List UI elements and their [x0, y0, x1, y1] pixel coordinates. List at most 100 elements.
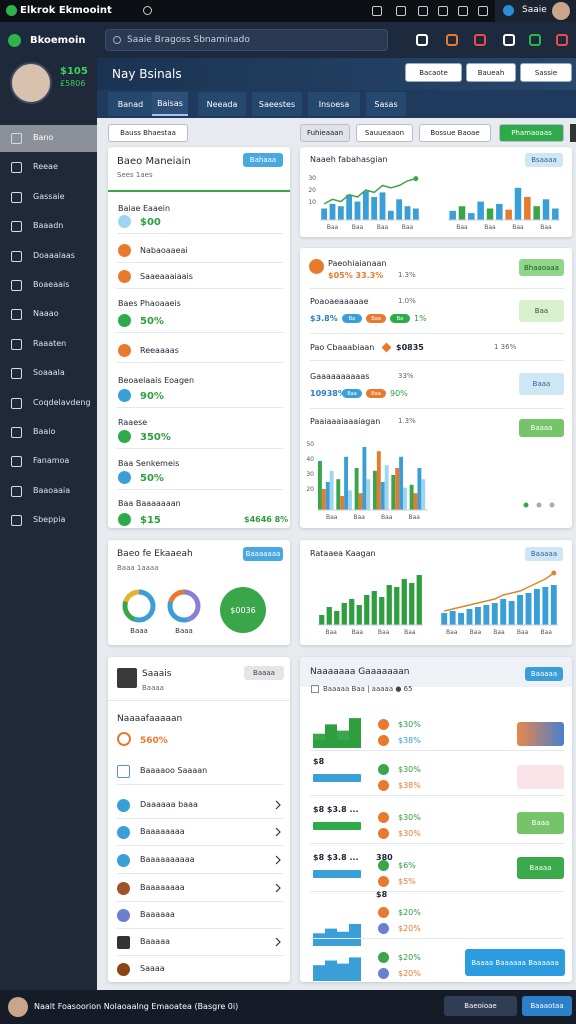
- toolbar-button[interactable]: Bossue Baoae: [419, 124, 491, 142]
- divider: [117, 489, 283, 490]
- sidebar-item[interactable]: Raaaten: [33, 338, 67, 348]
- row-end: 90%: [390, 389, 408, 398]
- toolbar-button[interactable]: Fuhieaaan: [300, 124, 350, 142]
- header-icon[interactable]: [416, 34, 428, 46]
- sidebar-item[interactable]: Boaeaais: [33, 280, 70, 289]
- divider: [310, 288, 564, 289]
- filter-label: Baaaaa Baa | aaaaa ● 65: [323, 685, 413, 693]
- row-button[interactable]: Baaa: [519, 373, 564, 395]
- tab[interactable]: Saeestes: [252, 92, 302, 116]
- sidebar-item[interactable]: Reeae: [33, 162, 58, 172]
- divider: [108, 700, 290, 701]
- card: [108, 147, 290, 528]
- sidebar-item[interactable]: Baaio: [33, 427, 56, 436]
- row-icon: [378, 828, 389, 839]
- pill[interactable]: Ba: [342, 314, 362, 323]
- sidebar-item[interactable]: Baaadn: [33, 221, 64, 231]
- header-icon[interactable]: [556, 34, 568, 46]
- menu-item[interactable]: Baaaaaaaaaa: [140, 855, 195, 864]
- tab[interactable]: Neeada: [198, 92, 246, 116]
- menu-item[interactable]: Baaaaaaaa: [140, 827, 185, 836]
- toolbar-icon[interactable]: [396, 6, 406, 16]
- card-button[interactable]: Bahaaa: [243, 153, 283, 167]
- header-button[interactable]: Baueah: [466, 63, 516, 82]
- menu-item[interactable]: Baaaaa: [140, 937, 170, 946]
- card-button[interactable]: Bsaaaa: [525, 153, 563, 167]
- tab[interactable]: Sasas: [366, 92, 406, 116]
- menu-item[interactable]: Baaaaaaaa: [140, 883, 185, 892]
- row-button[interactable]: Baaa: [517, 812, 564, 834]
- menu-item[interactable]: Baaaaoo Saaaan: [140, 766, 208, 775]
- card-button[interactable]: Baaaaa: [525, 547, 563, 561]
- tab[interactable]: Banad: [108, 92, 153, 116]
- header-icon[interactable]: [529, 34, 541, 46]
- divider: [117, 448, 283, 449]
- sidebar-item[interactable]: Fanamoa: [33, 456, 70, 466]
- header-icon[interactable]: [474, 34, 486, 46]
- divider: [117, 928, 283, 929]
- sidebar-item[interactable]: Naaao: [33, 309, 59, 319]
- footer-button[interactable]: Baeoioae: [444, 996, 517, 1016]
- search-box[interactable]: [105, 29, 388, 51]
- user-avatar: [117, 668, 137, 688]
- toolbar-icon[interactable]: [478, 6, 488, 16]
- menu-item[interactable]: Daaaaaa baaa: [140, 800, 198, 809]
- sidebar-item[interactable]: Baaoaaia: [33, 485, 71, 495]
- toolbar-icon[interactable]: [438, 6, 448, 16]
- item-value: 50%: [140, 316, 164, 327]
- pill[interactable]: Ba: [390, 314, 410, 323]
- row-icon: [378, 860, 389, 871]
- primary-button[interactable]: Baaaa Baaaaaa Baaaaaa: [465, 949, 565, 976]
- sidebar-icon: [11, 485, 22, 497]
- card-button[interactable]: Baaaa: [244, 666, 284, 680]
- menu-item[interactable]: Baaaaaa: [140, 910, 175, 919]
- row-button[interactable]: Baaaa: [517, 857, 564, 879]
- header-icon[interactable]: [503, 34, 515, 46]
- toolbar-icon[interactable]: [458, 6, 468, 16]
- toolbar-button[interactable]: Bauss Bhaestaa: [108, 124, 188, 142]
- sidebar-item[interactable]: Coqdelavdeng: [33, 397, 91, 407]
- divider: [310, 360, 564, 361]
- sidebar-item[interactable]: Soaaala: [33, 368, 65, 378]
- header-button[interactable]: Bacaote: [405, 63, 462, 82]
- item-icon: [118, 430, 131, 443]
- divider: [117, 262, 283, 263]
- row-value: $3.8%: [310, 314, 338, 323]
- card-button[interactable]: Baaaaa: [525, 667, 563, 681]
- divider: [108, 190, 290, 192]
- checkbox[interactable]: [311, 685, 319, 693]
- footer-button[interactable]: Baaaotaa: [522, 996, 572, 1016]
- divider: [117, 288, 283, 289]
- toolbar-button[interactable]: Sauueaaon: [356, 124, 413, 142]
- sidebar-item[interactable]: Gassaie: [33, 191, 65, 201]
- toolbar-button[interactable]: Phamaoaas: [499, 124, 564, 142]
- toolbar-icon[interactable]: [418, 6, 428, 16]
- row-button[interactable]: Baaaa: [519, 419, 564, 437]
- sidebar-item[interactable]: Sbeppia: [33, 515, 66, 525]
- divider: [117, 407, 283, 408]
- tab[interactable]: Baisas: [152, 92, 188, 116]
- card-button[interactable]: Baaaaaaa: [243, 547, 283, 561]
- row-value-b: $30%: [398, 829, 421, 838]
- header-icon[interactable]: [446, 34, 458, 46]
- row-end: 1%: [414, 314, 427, 323]
- pill[interactable]: Baa: [366, 314, 386, 323]
- item-value: 350%: [140, 432, 171, 443]
- row-button[interactable]: Baa: [519, 300, 564, 322]
- brand-name: Bkoemoin: [30, 35, 86, 46]
- row-button[interactable]: Bhaaoaaa: [519, 259, 564, 276]
- pill[interactable]: Baa: [342, 389, 362, 398]
- header-button[interactable]: Sassie: [520, 63, 572, 82]
- item-label: Saaeaaaiaais: [140, 272, 193, 281]
- tab[interactable]: Insoesa: [308, 92, 360, 116]
- row-value-a: $30%: [398, 720, 421, 729]
- sidebar-active[interactable]: [0, 125, 97, 152]
- toolbar-icon[interactable]: [372, 6, 382, 16]
- section-value: 560%: [140, 736, 168, 746]
- item-label: Reeaaaas: [140, 346, 179, 355]
- row-sub: $05% 33.3%: [328, 271, 384, 280]
- pill[interactable]: Baa: [366, 389, 386, 398]
- menu-item[interactable]: Saaaa: [140, 964, 165, 973]
- sidebar-item[interactable]: Bano: [33, 133, 54, 142]
- sidebar-item[interactable]: Doaaalaas: [33, 250, 75, 260]
